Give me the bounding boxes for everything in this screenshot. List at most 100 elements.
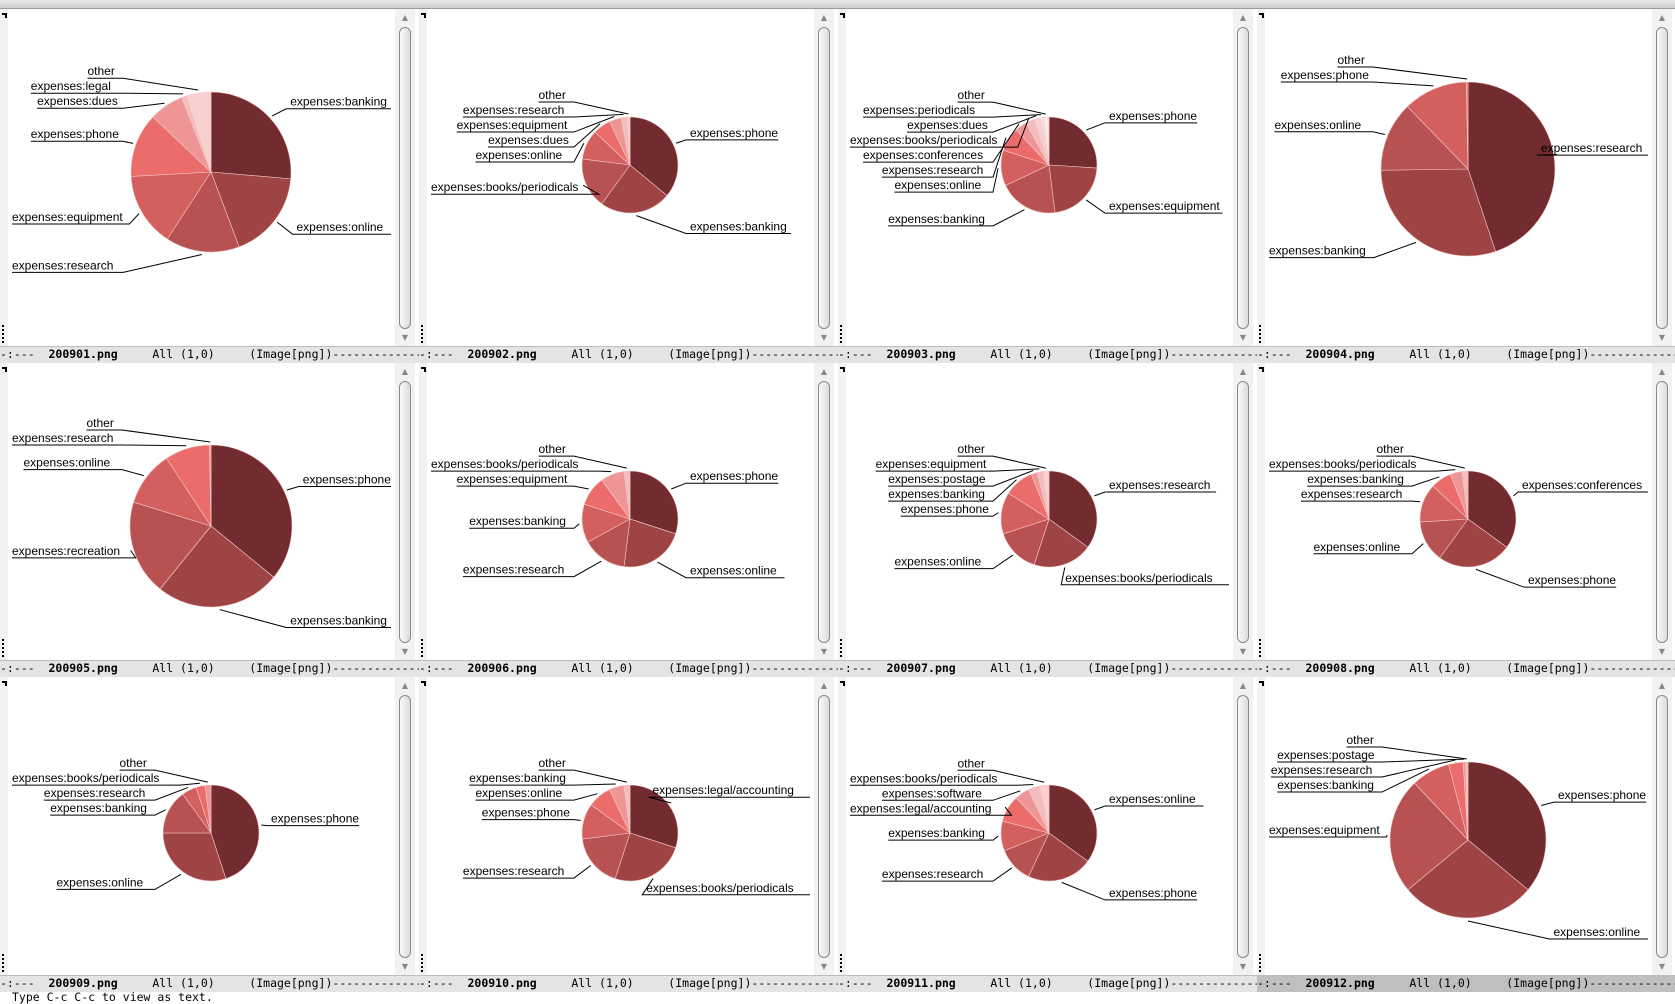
scroll-up-arrow-icon[interactable]: ▲ [401,681,409,690]
scroll-down-arrow-icon[interactable]: ▼ [401,647,409,656]
scrollbar[interactable]: ▲ ▼ [1233,677,1253,976]
modeline-major-mode[interactable]: (Image[png]) [1087,661,1171,675]
scroll-up-arrow-icon[interactable]: ▲ [1658,13,1666,22]
mode-line[interactable]: -:--- 200904.png All (1,0) (Image[png])-… [1257,346,1675,363]
image-pane-200902[interactable]: expenses:phone expenses:banking other expen… [419,9,838,363]
scrollbar[interactable]: ▲ ▼ [1652,677,1672,976]
scroll-up-arrow-icon[interactable]: ▲ [820,681,828,690]
modeline-major-mode[interactable]: (Image[png]) [1506,347,1590,361]
scroll-down-arrow-icon[interactable]: ▼ [1658,647,1666,656]
buffer-name[interactable]: 200905.png [48,661,118,675]
scrollbar-thumb[interactable] [818,381,830,643]
modeline-major-mode[interactable]: (Image[png]) [1087,347,1171,361]
mode-line[interactable]: -:--- 200909.png All (1,0) (Image[png])-… [0,975,419,992]
mode-line[interactable]: -:--- 200903.png All (1,0) (Image[png])-… [838,346,1257,363]
scroll-up-arrow-icon[interactable]: ▲ [1239,681,1247,690]
scrollbar-thumb[interactable] [399,381,411,643]
scroll-down-arrow-icon[interactable]: ▼ [401,962,409,971]
image-pane-200909[interactable]: expenses:phone other expenses:books/period… [0,677,419,992]
scrollbar[interactable]: ▲ ▼ [1233,363,1253,661]
mode-line[interactable]: -:--- 200908.png All (1,0) (Image[png])-… [1257,660,1675,677]
buffer-name[interactable]: 200912.png [1305,976,1375,990]
slice-leader-line [850,118,1030,148]
mode-line[interactable]: -:--- 200901.png All (1,0) (Image[png])-… [0,346,419,363]
scrollbar-thumb[interactable] [1656,381,1668,643]
modeline-major-mode[interactable]: (Image[png]) [668,347,752,361]
modeline-major-mode[interactable]: (Image[png]) [1506,976,1590,990]
modeline-major-mode[interactable]: (Image[png]) [249,976,333,990]
scrollbar-thumb[interactable] [399,695,411,958]
buffer-name[interactable]: 200904.png [1305,347,1375,361]
scroll-up-arrow-icon[interactable]: ▲ [820,367,828,376]
buffer-name[interactable]: 200902.png [467,347,537,361]
scroll-down-arrow-icon[interactable]: ▼ [820,962,828,971]
modeline-major-mode[interactable]: (Image[png]) [249,661,333,675]
image-pane-200910[interactable]: expenses:legal/accounting expenses:books/… [419,677,838,992]
scroll-down-arrow-icon[interactable]: ▼ [1239,333,1247,342]
scroll-down-arrow-icon[interactable]: ▼ [1658,333,1666,342]
image-pane-200911[interactable]: expenses:online expenses:phone other expens… [838,677,1257,992]
scroll-up-arrow-icon[interactable]: ▲ [401,13,409,22]
scroll-down-arrow-icon[interactable]: ▼ [820,333,828,342]
scrollbar-thumb[interactable] [818,27,830,329]
buffer-name[interactable]: 200909.png [48,976,118,990]
buffer-name[interactable]: 200911.png [886,976,956,990]
scrollbar[interactable]: ▲ ▼ [814,677,834,976]
mode-line[interactable]: -:--- 200905.png All (1,0) (Image[png])-… [0,660,419,677]
image-pane-200907[interactable]: expenses:research expenses:books/periodic… [838,363,1257,677]
scroll-up-arrow-icon[interactable]: ▲ [1239,13,1247,22]
image-pane-200912[interactable]: expenses:phone expenses:online other expens… [1257,677,1675,992]
buffer-name[interactable]: 200906.png [467,661,537,675]
scroll-down-arrow-icon[interactable]: ▼ [820,647,828,656]
scrollbar[interactable]: ▲ ▼ [1652,363,1672,661]
scrollbar-thumb[interactable] [818,695,830,958]
scrollbar[interactable]: ▲ ▼ [1652,9,1672,347]
buffer-name[interactable]: 200907.png [886,661,956,675]
buffer-name[interactable]: 200908.png [1305,661,1375,675]
modeline-major-mode[interactable]: (Image[png]) [668,661,752,675]
image-pane-200905[interactable]: expenses:phone expenses:banking other expen… [0,363,419,677]
scrollbar-thumb[interactable] [399,27,411,329]
mode-line[interactable]: -:--- 200902.png All (1,0) (Image[png])-… [419,346,838,363]
modeline-major-mode[interactable]: (Image[png]) [1506,661,1590,675]
image-pane-200908[interactable]: expenses:conferences expenses:phone other e… [1257,363,1675,677]
slice-leader-line [23,469,144,477]
mode-line[interactable]: -:--- 200911.png All (1,0) (Image[png])-… [838,975,1257,992]
scrollbar[interactable]: ▲ ▼ [395,677,415,976]
image-pane-200906[interactable]: expenses:phone expenses:online other expens… [419,363,838,677]
scrollbar[interactable]: ▲ ▼ [814,363,834,661]
scrollbar-thumb[interactable] [1237,381,1249,643]
scroll-up-arrow-icon[interactable]: ▲ [1239,367,1247,376]
scrollbar[interactable]: ▲ ▼ [814,9,834,347]
modeline-major-mode[interactable]: (Image[png]) [668,976,752,990]
image-pane-200904[interactable]: expenses:research other expenses:phone expe… [1257,9,1675,363]
scroll-up-arrow-icon[interactable]: ▲ [1658,681,1666,690]
scroll-up-arrow-icon[interactable]: ▲ [820,13,828,22]
scrollbar-thumb[interactable] [1656,27,1668,329]
pie-slice [629,116,679,197]
scrollbar-thumb[interactable] [1656,695,1668,958]
mode-line[interactable]: -:--- 200912.png All (1,0) (Image[png])-… [1257,975,1675,992]
scrollbar-thumb[interactable] [1237,27,1249,329]
scroll-up-arrow-icon[interactable]: ▲ [401,367,409,376]
modeline-major-mode[interactable]: (Image[png]) [249,347,333,361]
buffer-name[interactable]: 200903.png [886,347,956,361]
mode-line[interactable]: -:--- 200906.png All (1,0) (Image[png])-… [419,660,838,677]
slice-leader-line [648,796,810,804]
scrollbar[interactable]: ▲ ▼ [395,9,415,347]
scrollbar[interactable]: ▲ ▼ [1233,9,1253,347]
mode-line[interactable]: -:--- 200907.png All (1,0) (Image[png])-… [838,660,1257,677]
image-pane-200903[interactable]: expenses:phone expenses:equipment other exp… [838,9,1257,363]
buffer-name[interactable]: 200901.png [48,347,118,361]
scroll-down-arrow-icon[interactable]: ▼ [401,333,409,342]
buffer-name[interactable]: 200910.png [467,976,537,990]
scroll-up-arrow-icon[interactable]: ▲ [1658,367,1666,376]
image-pane-200901[interactable]: expenses:banking expenses:online other expe… [0,9,419,363]
modeline-major-mode[interactable]: (Image[png]) [1087,976,1171,990]
scroll-down-arrow-icon[interactable]: ▼ [1239,647,1247,656]
scrollbar-thumb[interactable] [1237,695,1249,958]
scroll-down-arrow-icon[interactable]: ▼ [1658,962,1666,971]
mode-line[interactable]: -:--- 200910.png All (1,0) (Image[png])-… [419,975,838,992]
scrollbar[interactable]: ▲ ▼ [395,363,415,661]
scroll-down-arrow-icon[interactable]: ▼ [1239,962,1247,971]
